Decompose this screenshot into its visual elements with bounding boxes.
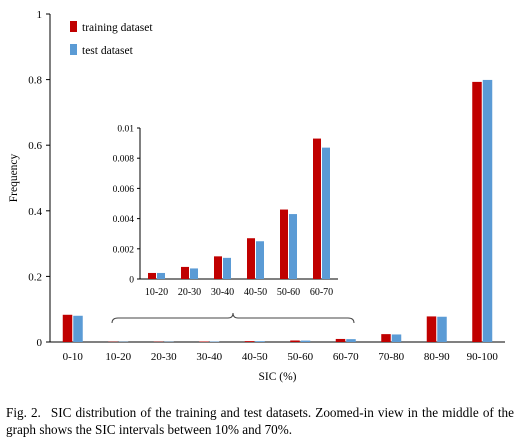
inset-bar xyxy=(157,272,165,279)
inset-bar xyxy=(247,238,255,279)
y-tick-label: 0.2 xyxy=(28,271,42,283)
x-tick-label: 80-90 xyxy=(424,351,450,363)
bar xyxy=(426,316,437,342)
legend-label: training dataset xyxy=(82,22,153,34)
caption-label: Fig. 2. xyxy=(6,405,41,420)
figure-caption: Fig. 2. SIC distribution of the training … xyxy=(6,404,514,438)
inset-bar xyxy=(190,268,198,279)
inset-bar xyxy=(289,214,297,279)
inset-x-tick-label: 40-50 xyxy=(244,287,267,298)
bar xyxy=(290,340,300,342)
inset-y-tick-label: 0.006 xyxy=(113,185,135,195)
legend-swatch xyxy=(70,21,77,32)
legend: training dataset test dataset xyxy=(70,21,153,57)
y-tick-label: 1 xyxy=(37,9,43,21)
x-tick-label: 60-70 xyxy=(333,351,359,363)
inset-y-tick-label: 0 xyxy=(129,276,134,286)
inset-x-tick-label: 20-30 xyxy=(178,287,201,298)
x-tick-label: 50-60 xyxy=(287,351,313,363)
bar xyxy=(472,81,482,343)
y-tick-label: 0.6 xyxy=(28,140,42,152)
inset-x-tick-label: 30-40 xyxy=(211,287,234,298)
inset-bar xyxy=(181,266,189,279)
inset-x-tick-label: 10-20 xyxy=(145,287,168,298)
inset-bar xyxy=(256,241,264,279)
x-tick-label: 10-20 xyxy=(105,351,131,363)
bar xyxy=(437,316,447,342)
inset-bar xyxy=(223,257,231,279)
sic-distribution-chart: 0 0.2 0.4 0.6 0.8 1 0-10 10-20 20-30 30-40 40-50 50… xyxy=(8,9,505,383)
inset-y-tick-label: 0.004 xyxy=(113,215,135,225)
y-axis-title: Frequency xyxy=(8,153,20,202)
inset-y-tick-label: 0.008 xyxy=(113,155,135,165)
x-tick-label: 0-10 xyxy=(63,351,84,363)
bar xyxy=(335,338,346,342)
inset-x-tick-label: 60-70 xyxy=(310,287,333,298)
x-tick-label: 20-30 xyxy=(151,351,177,363)
inset-bar xyxy=(322,147,330,279)
x-tick-label: 30-40 xyxy=(196,351,222,363)
x-tick-label: 90-100 xyxy=(467,351,499,363)
inset-y-tick-label: 0.002 xyxy=(113,245,135,255)
inset-bar xyxy=(280,209,288,279)
inset-bar xyxy=(214,256,222,279)
bar xyxy=(300,340,311,342)
x-axis-title: SIC (%) xyxy=(258,371,296,383)
zoom-brace xyxy=(111,312,355,324)
bar xyxy=(73,315,83,342)
y-tick-label: 0.8 xyxy=(28,75,42,87)
inset-bar xyxy=(313,138,321,279)
y-tick-label: 0.4 xyxy=(28,206,42,218)
y-tick-label: 0 xyxy=(37,337,43,349)
inset-y-tick-label: 0.01 xyxy=(117,125,134,135)
bar xyxy=(482,79,493,342)
bar xyxy=(346,339,356,342)
bar xyxy=(391,334,402,342)
bar xyxy=(244,341,255,342)
bar xyxy=(62,314,73,342)
legend-swatch xyxy=(70,44,77,55)
legend-label: test dataset xyxy=(82,45,134,57)
main-plot-area: 0 0.2 0.4 0.6 0.8 1 0-10 10-20 20-30 30-40 40-50 50… xyxy=(8,9,505,383)
caption-text: SIC distribution of the training and tes… xyxy=(6,405,515,437)
x-tick-label: 40-50 xyxy=(242,351,268,363)
bar xyxy=(381,334,391,342)
inset-x-tick-label: 50-60 xyxy=(277,287,300,298)
x-tick-label: 70-80 xyxy=(378,351,404,363)
bar xyxy=(255,341,265,342)
inset-plot-area: 0 0.002 0.004 0.006 0.008 0.01 10-20 20-30 30-40… xyxy=(113,125,338,298)
inset-bar xyxy=(148,272,156,279)
